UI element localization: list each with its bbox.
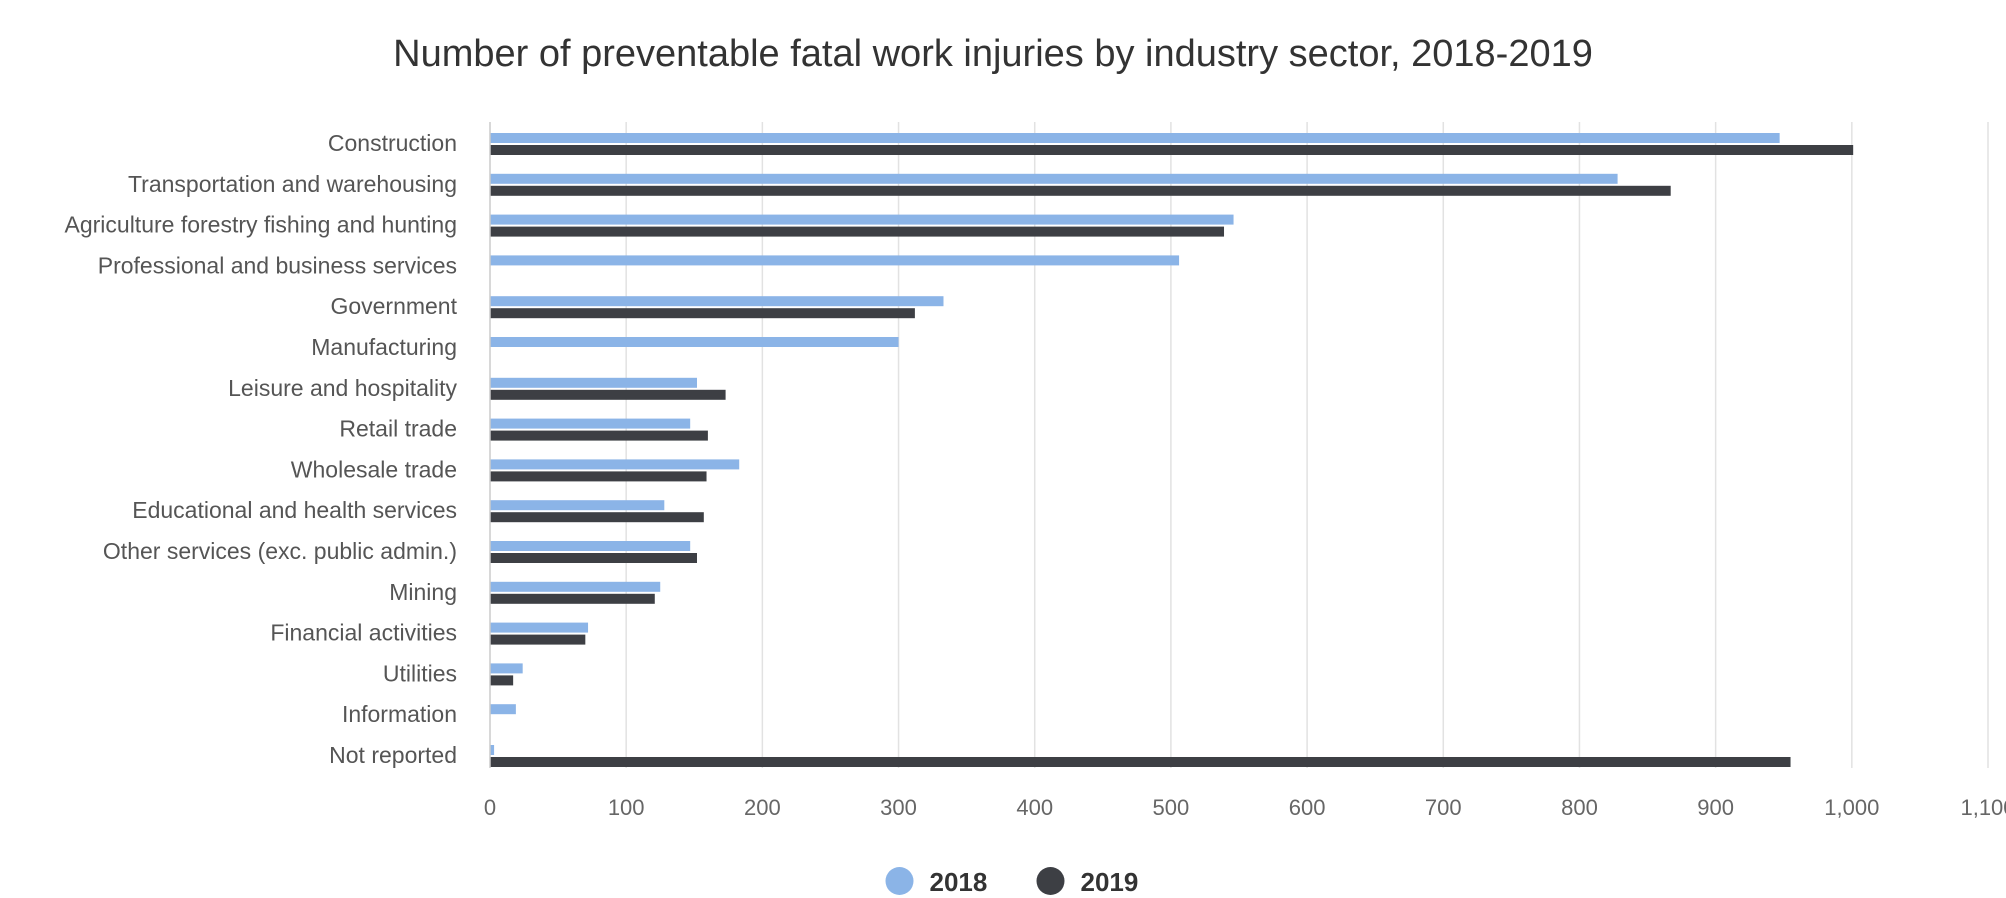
bars [490, 133, 1854, 767]
bar-2019[interactable] [490, 389, 726, 400]
bar-2018[interactable] [490, 541, 691, 551]
x-tick-label: 1,000 [1824, 795, 1879, 820]
category-label: Manufacturing [311, 334, 457, 360]
bar-2018[interactable] [490, 418, 691, 429]
category-label: Leisure and hospitality [228, 375, 457, 401]
bar-2018[interactable] [490, 255, 1180, 266]
category-label: Utilities [383, 660, 457, 686]
x-tick-label: 0 [484, 795, 496, 820]
legend-label-2018[interactable]: 2018 [930, 867, 988, 897]
bar-2019[interactable] [490, 593, 655, 604]
bar-2018[interactable] [490, 663, 523, 674]
category-label: Financial activities [270, 620, 457, 646]
chart-title: Number of preventable fatal work injurie… [393, 33, 1593, 75]
category-label: Information [342, 701, 457, 727]
bar-2018[interactable] [490, 581, 661, 592]
bar-2018[interactable] [490, 704, 516, 715]
bar-2019[interactable] [490, 634, 586, 645]
bar-2018[interactable] [490, 745, 495, 755]
x-tick-label: 200 [744, 795, 781, 820]
bar-2019[interactable] [490, 757, 1791, 767]
x-tick-label: 400 [1016, 795, 1053, 820]
x-tick-label: 900 [1697, 795, 1734, 820]
bar-2019[interactable] [490, 185, 1671, 196]
x-tick-label: 1,100 [1960, 795, 2006, 820]
bar-2019[interactable] [490, 471, 707, 482]
category-labels: Construction Transportation and warehousi… [65, 130, 458, 768]
category-label: Educational and health services [132, 497, 457, 523]
bar-2019[interactable] [490, 308, 915, 319]
bar-2018[interactable] [490, 500, 665, 511]
bar-2018[interactable] [490, 214, 1234, 225]
x-tick-label: 600 [1289, 795, 1326, 820]
legend-marker-2019[interactable] [1036, 867, 1065, 895]
x-tick-label: 700 [1425, 795, 1462, 820]
legend: 2018 2019 [885, 867, 1139, 897]
category-label: Retail trade [339, 416, 457, 442]
bar-2018[interactable] [490, 459, 740, 470]
category-label: Government [330, 293, 457, 319]
x-tick-label: 500 [1153, 795, 1190, 820]
bar-2019[interactable] [490, 226, 1225, 237]
category-label: Mining [389, 579, 457, 605]
bar-2018[interactable] [490, 133, 1780, 143]
bar-2019[interactable] [490, 145, 1854, 155]
bar-2018[interactable] [490, 337, 899, 347]
x-tick-label: 300 [880, 795, 917, 820]
category-label: Agriculture forestry fishing and hunting [65, 212, 458, 238]
legend-label-2019[interactable]: 2019 [1081, 867, 1139, 897]
category-label: Construction [328, 130, 457, 156]
bar-2019[interactable] [490, 553, 697, 563]
bar-2019[interactable] [490, 430, 708, 441]
category-label: Professional and business services [98, 252, 457, 278]
bar-2018[interactable] [490, 622, 589, 633]
category-label: Other services (exc. public admin.) [103, 538, 457, 564]
bar-2018[interactable] [490, 173, 1618, 184]
legend-marker-2018[interactable] [885, 867, 914, 895]
x-tick-label: 100 [608, 795, 645, 820]
bar-2018[interactable] [490, 296, 944, 307]
x-tick-label: 800 [1561, 795, 1598, 820]
bar-2019[interactable] [490, 675, 514, 686]
category-label: Not reported [329, 742, 457, 768]
bar-2019[interactable] [490, 512, 704, 523]
category-label: Transportation and warehousing [128, 171, 457, 197]
category-label: Wholesale trade [291, 456, 457, 482]
bar-2018[interactable] [490, 377, 697, 388]
tick-labels: 0 100 200 300 400 500 600 700 800 900 1,000 1,100 [484, 795, 2006, 820]
